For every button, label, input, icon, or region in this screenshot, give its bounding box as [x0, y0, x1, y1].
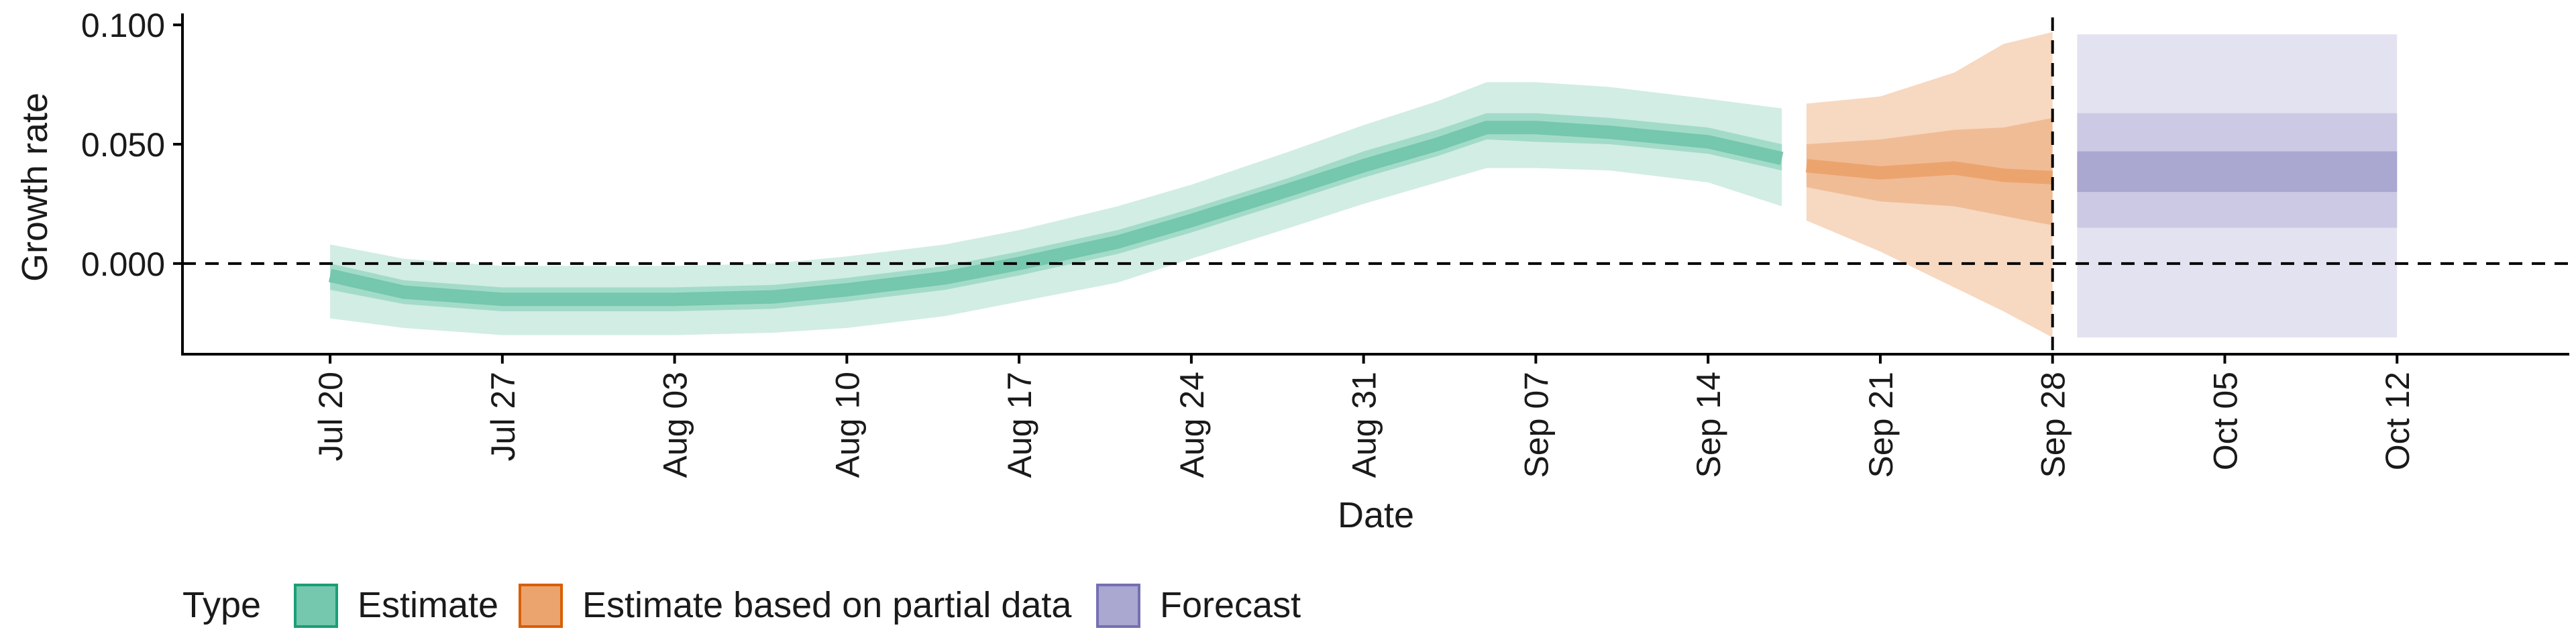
legend-label: Estimate based on partial data	[582, 585, 1072, 625]
legend-key	[519, 584, 563, 628]
y-tick-label: 0.000	[81, 246, 165, 283]
x-tick-label: Sep 21	[1862, 372, 1900, 478]
x-tick-label: Aug 03	[657, 372, 694, 478]
legend-title: Type	[182, 585, 261, 625]
x-tick-label: Sep 07	[1517, 372, 1555, 478]
x-tick-label: Aug 17	[1001, 372, 1038, 478]
x-axis-ticks: Jul 20 Jul 27 Aug 03 Aug 10 Aug 17 Aug 24 Aug …	[312, 354, 2416, 478]
legend: Type Estimate Estimate based on partial d…	[182, 584, 1301, 628]
x-tick-label: Aug 31	[1346, 372, 1383, 478]
y-tick-label: 0.100	[81, 7, 165, 44]
forecast-band-20	[2077, 151, 2398, 193]
y-axis-title: Growth rate	[15, 93, 55, 282]
legend-key	[1096, 584, 1140, 628]
x-tick-label: Oct 05	[2206, 372, 2244, 470]
x-tick-label: Sep 14	[1690, 372, 1727, 478]
legend-label: Forecast	[1160, 585, 1301, 625]
x-axis-title: Date	[1338, 495, 1414, 535]
y-tick-label: 0.050	[81, 126, 165, 164]
x-tick-label: Oct 12	[2379, 372, 2416, 470]
x-tick-label: Aug 10	[828, 372, 866, 478]
uncertainty-bands	[330, 32, 2398, 338]
x-tick-label: Aug 24	[1173, 372, 1211, 478]
estimate-based-on-partial-data-median-line	[1805, 159, 2053, 184]
median-lines	[328, 121, 2053, 307]
y-axis-ticks: 0.000 0.050 0.100	[81, 7, 182, 283]
x-tick-label: Sep 28	[2035, 372, 2072, 478]
legend-key	[294, 584, 338, 628]
x-tick-label: Jul 20	[312, 372, 350, 461]
estimate-median-line	[328, 121, 1784, 307]
x-tick-label: Jul 27	[484, 372, 522, 461]
legend-label: Estimate	[358, 585, 498, 625]
